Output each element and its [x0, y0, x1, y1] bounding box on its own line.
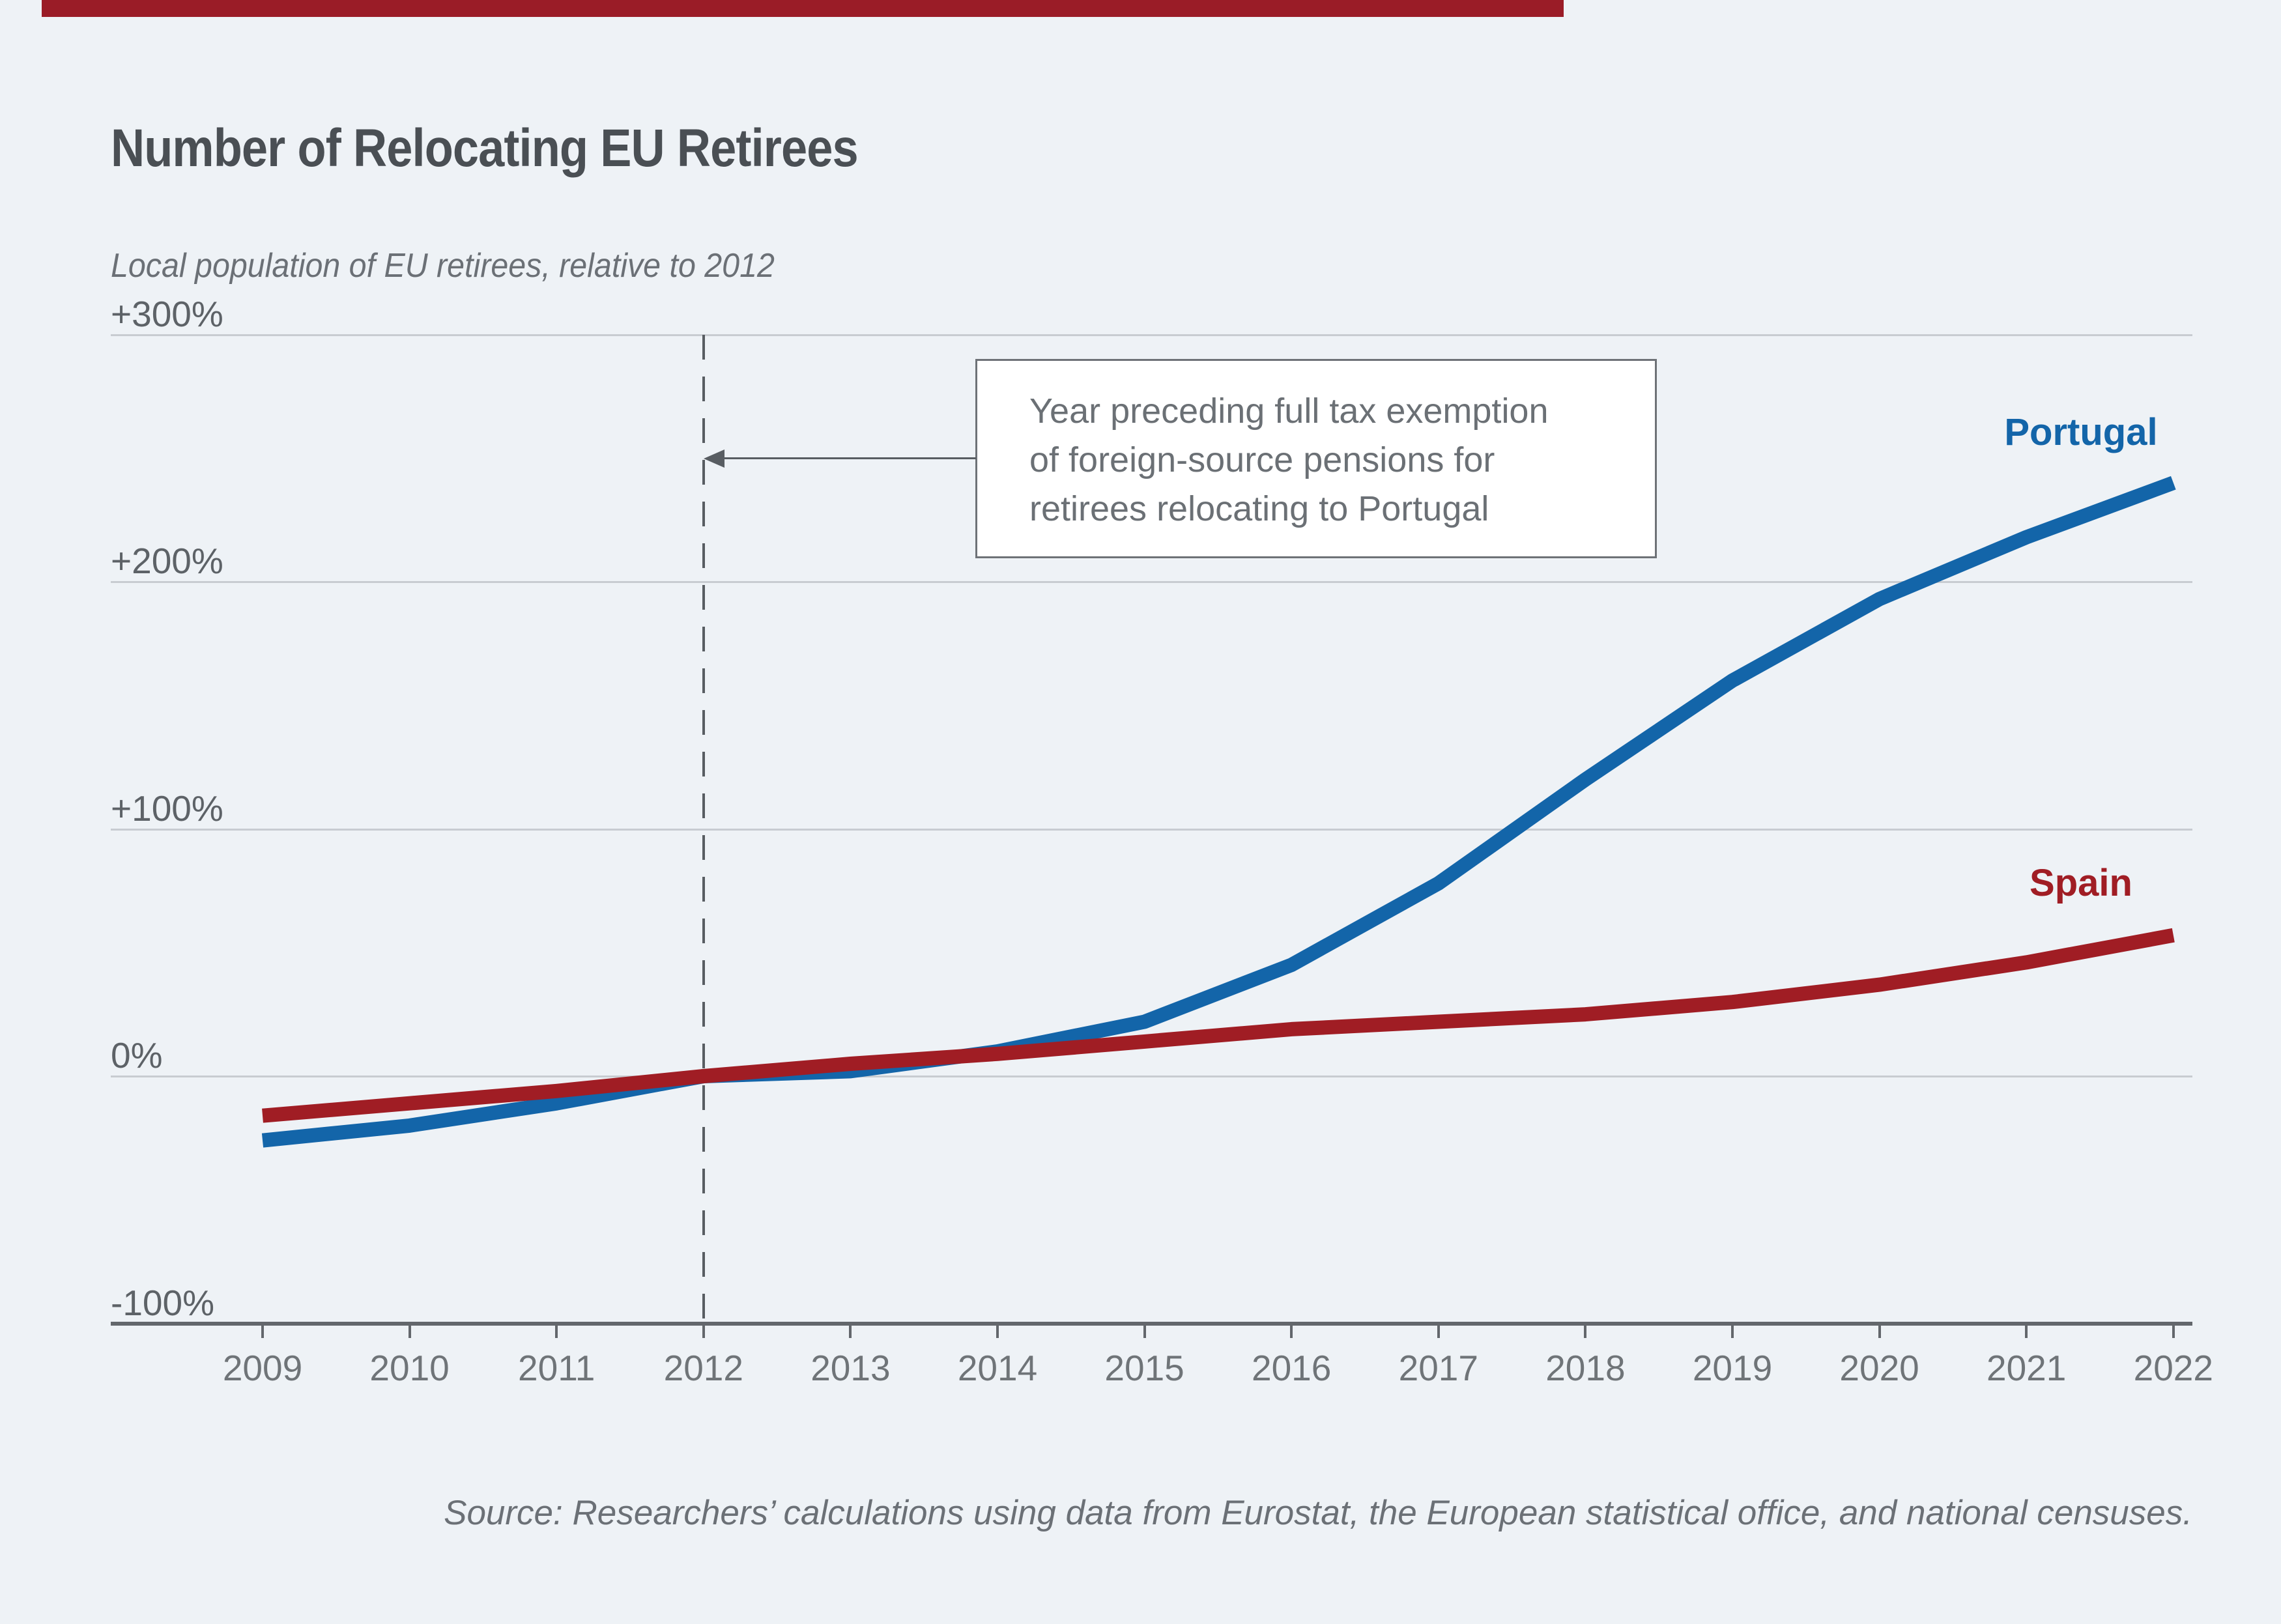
x-tick-label-2016: 2016: [1252, 1347, 1332, 1388]
spain-line: [262, 928, 2175, 1123]
x-tick-2022: [2172, 1324, 2175, 1338]
y-tick-label-200: +200%: [111, 541, 223, 581]
y-tick-label--100: -100%: [111, 1282, 214, 1323]
x-tick-label-2013: 2013: [811, 1347, 891, 1388]
x-tick-2009: [261, 1324, 264, 1338]
gridline-200: [111, 581, 2192, 583]
x-tick-2021: [2025, 1324, 2028, 1338]
x-tick-2020: [1878, 1324, 1881, 1338]
x-tick-label-2018: 2018: [1545, 1347, 1626, 1388]
x-tick-2012: [702, 1324, 705, 1338]
x-tick-label-2017: 2017: [1398, 1347, 1478, 1388]
annotation-arrow-shaft: [724, 457, 976, 459]
annotation-box: Year preceding full tax exemption of for…: [975, 359, 1657, 558]
x-tick-2013: [849, 1324, 852, 1338]
annotation-text-line3: retirees relocating to Portugal: [1029, 489, 1489, 528]
x-tick-label-2020: 2020: [1839, 1347, 1919, 1388]
x-tick-2017: [1437, 1324, 1440, 1338]
x-tick-2010: [408, 1324, 411, 1338]
portugal-line: [261, 476, 2176, 1148]
source-credit: Source: Researchers’ calculations using …: [444, 1494, 2192, 1532]
x-tick-label-2015: 2015: [1104, 1347, 1184, 1388]
x-tick-2011: [555, 1324, 558, 1338]
x-tick-2016: [1290, 1324, 1293, 1338]
x-tick-label-2010: 2010: [369, 1347, 450, 1388]
y-tick-label-100: +100%: [111, 788, 223, 829]
x-tick-2019: [1731, 1324, 1734, 1338]
x-tick-2018: [1584, 1324, 1587, 1338]
x-tick-label-2022: 2022: [2133, 1347, 2213, 1388]
gridline-100: [111, 828, 2192, 831]
annotation-text-line1: Year preceding full tax exemption: [1029, 392, 1549, 431]
annotation-arrow-head-icon: [704, 449, 724, 468]
page-title: Number of Relocating EU Retirees: [111, 118, 859, 178]
reference-dashed-line-2012: [702, 335, 705, 1324]
spain-series-label: Spain: [2030, 862, 2132, 904]
x-axis-baseline: [111, 1321, 2192, 1326]
x-tick-label-2021: 2021: [1987, 1347, 2067, 1388]
x-tick-label-2014: 2014: [957, 1347, 1038, 1388]
y-tick-label-300: +300%: [111, 293, 223, 334]
x-tick-2015: [1143, 1324, 1146, 1338]
x-tick-label-2009: 2009: [222, 1347, 303, 1388]
x-tick-label-2019: 2019: [1692, 1347, 1773, 1388]
annotation-text-line2: of foreign-source pensions for: [1029, 440, 1495, 479]
y-tick-label-0: 0%: [111, 1035, 163, 1076]
gridline-300: [111, 334, 2192, 336]
x-tick-2014: [996, 1324, 999, 1338]
portugal-series-label: Portugal: [2004, 411, 2158, 453]
x-tick-label-2012: 2012: [663, 1347, 743, 1388]
axis-units-subtitle: Local population of EU retirees, relativ…: [111, 247, 775, 285]
gridline-0: [111, 1076, 2192, 1077]
top-accent-bar: [42, 0, 1564, 17]
x-tick-label-2011: 2011: [518, 1347, 595, 1388]
